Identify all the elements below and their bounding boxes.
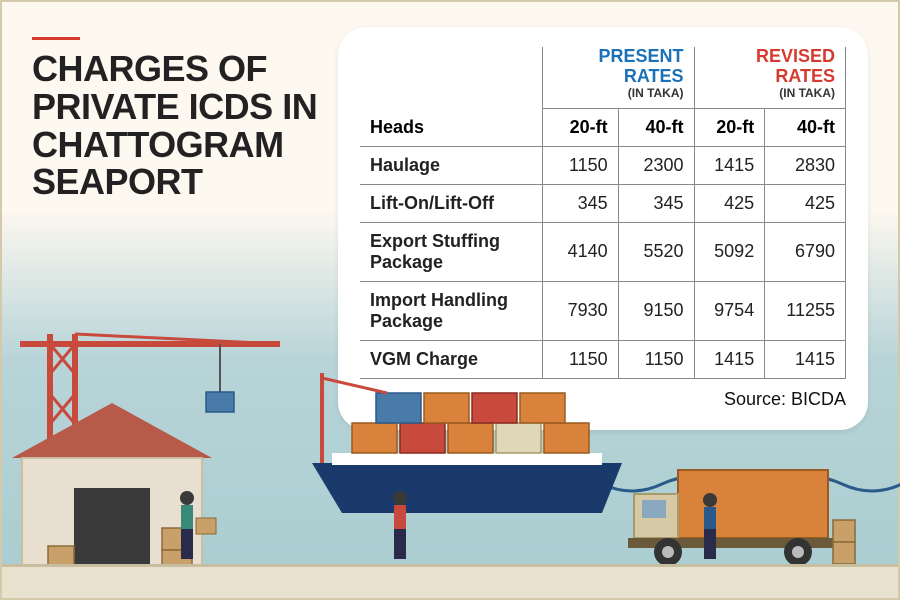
worker-icon	[380, 488, 420, 566]
rates-table: PRESENT RATES (IN TAKA) REVISED RATES (I…	[360, 47, 846, 379]
title-block: CHARGES OF PRIVATE ICDS IN CHATTOGRAM SE…	[32, 37, 332, 201]
worker-icon	[172, 488, 218, 566]
col-group-revised: REVISED RATES (IN TAKA)	[694, 47, 845, 108]
cell: 425	[694, 184, 765, 222]
table-row: Haulage 1150 2300 1415 2830	[360, 146, 846, 184]
cell: 9150	[618, 281, 694, 340]
worker-icon	[690, 490, 730, 566]
table-row: Lift-On/Lift-Off 345 345 425 425	[360, 184, 846, 222]
row-head: Haulage	[360, 146, 542, 184]
delivery-truck-icon	[628, 460, 858, 570]
cell: 4140	[542, 222, 618, 281]
col-heads: Heads	[360, 108, 542, 146]
table-row: VGM Charge 1150 1150 1415 1415	[360, 340, 846, 378]
infographic-title: CHARGES OF PRIVATE ICDS IN CHATTOGRAM SE…	[32, 50, 332, 201]
col-present-40: 40-ft	[618, 108, 694, 146]
revised-unit: (IN TAKA)	[705, 87, 835, 100]
revised-label: REVISED RATES	[756, 46, 835, 86]
present-label: PRESENT RATES	[598, 46, 683, 86]
title-accent-bar	[32, 37, 80, 40]
cell: 5520	[618, 222, 694, 281]
cell: 1150	[618, 340, 694, 378]
table-row: Export Stuffing Package 4140 5520 5092 6…	[360, 222, 846, 281]
present-unit: (IN TAKA)	[553, 87, 684, 100]
cell: 1150	[542, 340, 618, 378]
crane-icon	[20, 314, 300, 564]
cell: 6790	[765, 222, 846, 281]
ground-strip	[2, 564, 898, 598]
cell: 1415	[765, 340, 846, 378]
rates-table-card: PRESENT RATES (IN TAKA) REVISED RATES (I…	[338, 27, 868, 430]
cell: 7930	[542, 281, 618, 340]
cell: 2830	[765, 146, 846, 184]
col-revised-20: 20-ft	[694, 108, 765, 146]
table-source: Source: BICDA	[360, 389, 846, 410]
row-head: VGM Charge	[360, 340, 542, 378]
row-head: Export Stuffing Package	[360, 222, 542, 281]
cell: 425	[765, 184, 846, 222]
rates-table-body: Haulage 1150 2300 1415 2830 Lift-On/Lift…	[360, 146, 846, 378]
col-group-present: PRESENT RATES (IN TAKA)	[542, 47, 694, 108]
col-present-20: 20-ft	[542, 108, 618, 146]
col-revised-40: 40-ft	[765, 108, 846, 146]
cell: 345	[542, 184, 618, 222]
cell: 11255	[765, 281, 846, 340]
waves-icon	[422, 470, 900, 498]
cell: 1415	[694, 146, 765, 184]
cell: 345	[618, 184, 694, 222]
cell: 9754	[694, 281, 765, 340]
cell: 2300	[618, 146, 694, 184]
row-head: Lift-On/Lift-Off	[360, 184, 542, 222]
cell: 1415	[694, 340, 765, 378]
cell: 5092	[694, 222, 765, 281]
table-row: Import Handling Package 7930 9150 9754 1…	[360, 281, 846, 340]
cell: 1150	[542, 146, 618, 184]
row-head: Import Handling Package	[360, 281, 542, 340]
warehouse-icon	[12, 398, 212, 568]
